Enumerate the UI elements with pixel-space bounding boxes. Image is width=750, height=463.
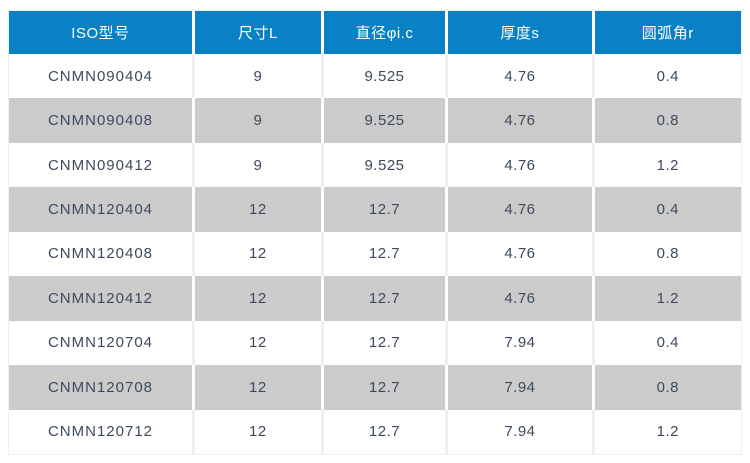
table-cell: 12 bbox=[193, 320, 324, 366]
column-header-diameter: 直径φi.c bbox=[322, 11, 449, 54]
spec-table: ISO型号 尺寸L 直径φi.c 厚度s 圆弧角r CNMN090404 9 9.5… bbox=[9, 11, 741, 454]
table-cell: 9.525 bbox=[322, 54, 449, 99]
table-cell: 9 bbox=[193, 98, 324, 143]
table-cell: 1.2 bbox=[593, 409, 741, 454]
table-cell: 12 bbox=[193, 409, 324, 454]
table-cell: 12.7 bbox=[322, 187, 449, 232]
table-cell: 12.7 bbox=[322, 409, 449, 454]
table-cell: CNMN120704 bbox=[9, 320, 195, 366]
table-cell: 4.76 bbox=[446, 276, 595, 321]
table-cell: 0.4 bbox=[593, 320, 741, 366]
table-cell: CNMN090404 bbox=[9, 54, 195, 99]
table-cell: CNMN120412 bbox=[9, 276, 195, 321]
table-cell: 4.76 bbox=[446, 54, 595, 99]
table-cell: 9 bbox=[193, 142, 324, 188]
table-cell: CNMN120408 bbox=[9, 231, 195, 277]
table-cell: 4.76 bbox=[446, 187, 595, 232]
table-row: CNMN120712 12 12.7 7.94 1.2 bbox=[9, 409, 741, 454]
table-cell: 4.76 bbox=[446, 142, 595, 188]
table-cell: 7.94 bbox=[446, 365, 595, 410]
table-cell: 12.7 bbox=[322, 365, 449, 410]
header-row: ISO型号 尺寸L 直径φi.c 厚度s 圆弧角r bbox=[9, 11, 741, 54]
table-cell: 1.2 bbox=[593, 142, 741, 188]
table-cell: 12 bbox=[193, 231, 324, 277]
table-cell: 0.8 bbox=[593, 365, 741, 410]
table-cell: 0.8 bbox=[593, 98, 741, 143]
column-header-corner-radius: 圆弧角r bbox=[593, 11, 741, 54]
table-row: CNMN120412 12 12.7 4.76 1.2 bbox=[9, 276, 741, 321]
table-cell: 7.94 bbox=[446, 409, 595, 454]
table-cell: 12 bbox=[193, 276, 324, 321]
table-cell: 0.4 bbox=[593, 187, 741, 232]
table-row: CNMN090404 9 9.525 4.76 0.4 bbox=[9, 54, 741, 99]
column-header-thickness: 厚度s bbox=[446, 11, 595, 54]
table-row: CNMN120404 12 12.7 4.76 0.4 bbox=[9, 187, 741, 232]
column-header-iso-model: ISO型号 bbox=[9, 11, 195, 54]
table-cell: 12.7 bbox=[322, 276, 449, 321]
table-cell: 1.2 bbox=[593, 276, 741, 321]
table-body: CNMN090404 9 9.525 4.76 0.4 CNMN090408 9 9.525 4… bbox=[9, 54, 741, 454]
table-cell: 12 bbox=[193, 365, 324, 410]
table-cell: 0.4 bbox=[593, 54, 741, 99]
table-cell: 0.8 bbox=[593, 231, 741, 277]
table-cell: CNMN090408 bbox=[9, 98, 195, 143]
table-cell: CNMN090412 bbox=[9, 142, 195, 188]
table-row: CNMN090408 9 9.525 4.76 0.8 bbox=[9, 98, 741, 143]
table-row: CNMN090412 9 9.525 4.76 1.2 bbox=[9, 142, 741, 188]
table-cell: 4.76 bbox=[446, 98, 595, 143]
table-row: CNMN120704 12 12.7 7.94 0.4 bbox=[9, 320, 741, 366]
table-cell: 9.525 bbox=[322, 98, 449, 143]
table-header: ISO型号 尺寸L 直径φi.c 厚度s 圆弧角r bbox=[9, 11, 741, 54]
table-row: CNMN120408 12 12.7 4.76 0.8 bbox=[9, 231, 741, 277]
table-cell: 12 bbox=[193, 187, 324, 232]
table-cell: 9 bbox=[193, 54, 324, 99]
column-header-size-l: 尺寸L bbox=[193, 11, 324, 54]
table-cell: 7.94 bbox=[446, 320, 595, 366]
table-cell: 4.76 bbox=[446, 231, 595, 277]
table-cell: CNMN120712 bbox=[9, 409, 195, 454]
table-cell: 9.525 bbox=[322, 142, 449, 188]
table-cell: CNMN120404 bbox=[9, 187, 195, 232]
table-cell: 12.7 bbox=[322, 231, 449, 277]
spec-table-container: ISO型号 尺寸L 直径φi.c 厚度s 圆弧角r CNMN090404 9 9.5… bbox=[8, 10, 742, 455]
table-row: CNMN120708 12 12.7 7.94 0.8 bbox=[9, 365, 741, 410]
table-cell: CNMN120708 bbox=[9, 365, 195, 410]
table-cell: 12.7 bbox=[322, 320, 449, 366]
